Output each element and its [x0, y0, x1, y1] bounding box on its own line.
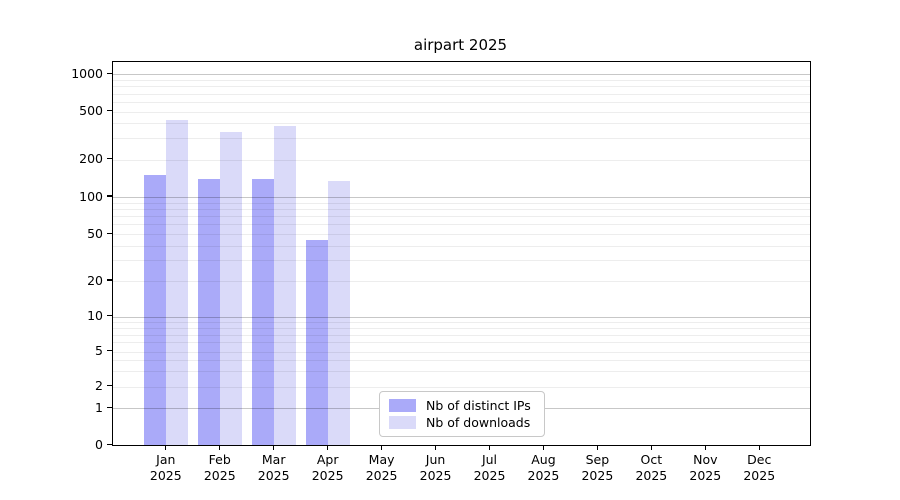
y-tick-label: 0 — [95, 436, 103, 452]
legend-label-downloads: Nb of downloads — [426, 415, 531, 430]
legend-row: Nb of distinct IPs — [389, 398, 535, 413]
bars-layer — [113, 62, 810, 446]
bar-mar-s0 — [252, 178, 274, 446]
x-tick-mark — [219, 445, 221, 451]
y-tick-label: 200 — [79, 151, 103, 167]
y-tick-label: 50 — [87, 225, 103, 241]
x-tick-mark — [434, 445, 437, 451]
bar-jan-s1 — [166, 119, 189, 446]
x-tick-label-jul: Jul 2025 — [473, 452, 506, 483]
x-tick-mark — [165, 445, 167, 451]
x-tick-label-aug: Aug 2025 — [527, 452, 560, 483]
y-tick-mark — [107, 110, 112, 112]
bar-feb-s0 — [198, 178, 221, 446]
bar-apr-s0 — [305, 239, 328, 446]
y-tick-mark — [107, 406, 112, 408]
y-tick-label: 500 — [79, 103, 103, 119]
y-tick-mark — [107, 195, 112, 197]
y-tick-mark — [107, 385, 112, 387]
y-tick-label: 20 — [87, 272, 103, 288]
x-tick-mark — [650, 445, 653, 451]
y-tick-mark — [107, 350, 112, 352]
y-tick-mark — [107, 443, 112, 445]
y-tick-mark — [107, 232, 112, 234]
x-tick-mark — [542, 445, 545, 451]
x-tick-label-may: May 2025 — [365, 452, 398, 483]
chart-title: airpart 2025 — [413, 36, 508, 54]
bar-jan-s0 — [144, 175, 167, 446]
x-tick-label-sep: Sep 2025 — [581, 452, 614, 483]
x-tick-mark — [596, 445, 599, 451]
x-tick-label-mar: Mar 2025 — [257, 452, 290, 483]
y-tick-label: 10 — [87, 308, 103, 323]
x-tick-mark — [488, 445, 491, 451]
plot-area — [112, 61, 811, 446]
x-tick-mark — [704, 445, 706, 451]
x-tick-label-apr: Apr 2025 — [311, 452, 344, 483]
y-tick-mark — [107, 314, 112, 317]
x-tick-label-jun: Jun 2025 — [419, 452, 452, 483]
legend-swatch-distinct-ips — [389, 399, 416, 412]
x-tick-label-oct: Oct 2025 — [635, 452, 668, 483]
y-tick-mark — [107, 279, 112, 281]
legend-swatch-downloads — [389, 416, 416, 429]
legend-label-distinct-ips: Nb of distinct IPs — [426, 398, 531, 413]
y-tick-mark — [107, 158, 112, 160]
bar-feb-s1 — [220, 131, 243, 446]
bar-apr-s1 — [327, 180, 350, 446]
y-tick-label: 100 — [79, 188, 103, 204]
x-tick-mark — [326, 445, 329, 451]
y-tick-label: 2 — [95, 378, 103, 394]
x-tick-label-jan: Jan 2025 — [149, 452, 182, 483]
bar-mar-s1 — [274, 126, 296, 446]
x-tick-mark — [380, 445, 383, 451]
y-tick-label: 1 — [95, 399, 103, 415]
legend-row: Nb of downloads — [389, 415, 535, 430]
y-tick-mark — [107, 72, 112, 74]
x-tick-label-dec: Dec 2025 — [743, 452, 776, 483]
x-tick-label-nov: Nov 2025 — [689, 452, 722, 483]
y-tick-label: 5 — [95, 343, 103, 359]
x-tick-mark — [758, 445, 760, 451]
y-tick-label: 1000 — [71, 65, 103, 81]
x-tick-mark — [273, 445, 275, 451]
legend: Nb of distinct IPs Nb of downloads — [379, 391, 545, 437]
x-tick-label-feb: Feb 2025 — [203, 452, 236, 483]
